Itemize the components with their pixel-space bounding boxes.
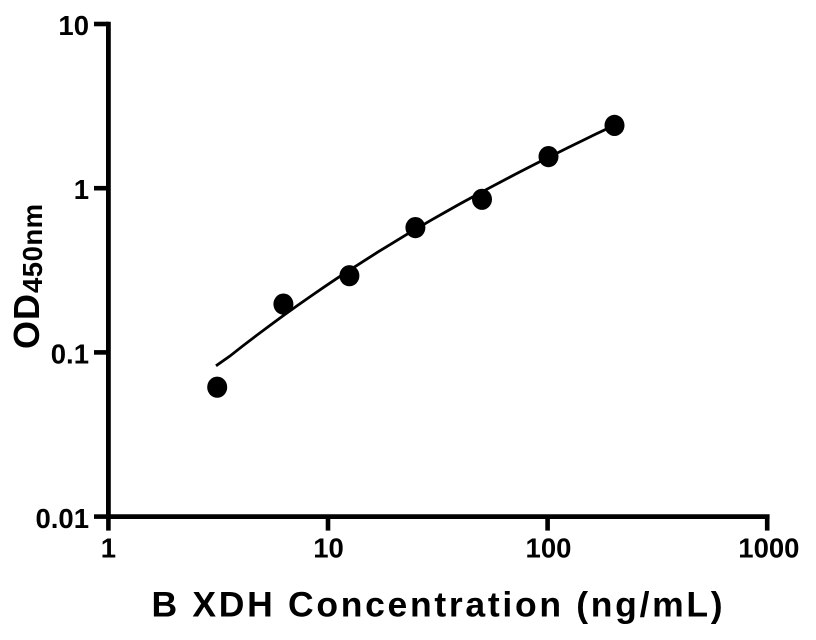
svg-text:0.01: 0.01	[35, 503, 89, 534]
svg-text:B XDH Concentration (ng/mL): B XDH Concentration (ng/mL)	[151, 584, 725, 624]
svg-text:1000: 1000	[738, 532, 799, 563]
svg-text:100: 100	[526, 532, 572, 563]
svg-text:1: 1	[74, 174, 89, 205]
svg-text:1: 1	[101, 532, 116, 563]
svg-text:10: 10	[58, 10, 89, 41]
svg-text:OD450nm: OD450nm	[6, 203, 48, 349]
svg-text:10: 10	[313, 532, 344, 563]
svg-text:0.1: 0.1	[51, 338, 89, 369]
